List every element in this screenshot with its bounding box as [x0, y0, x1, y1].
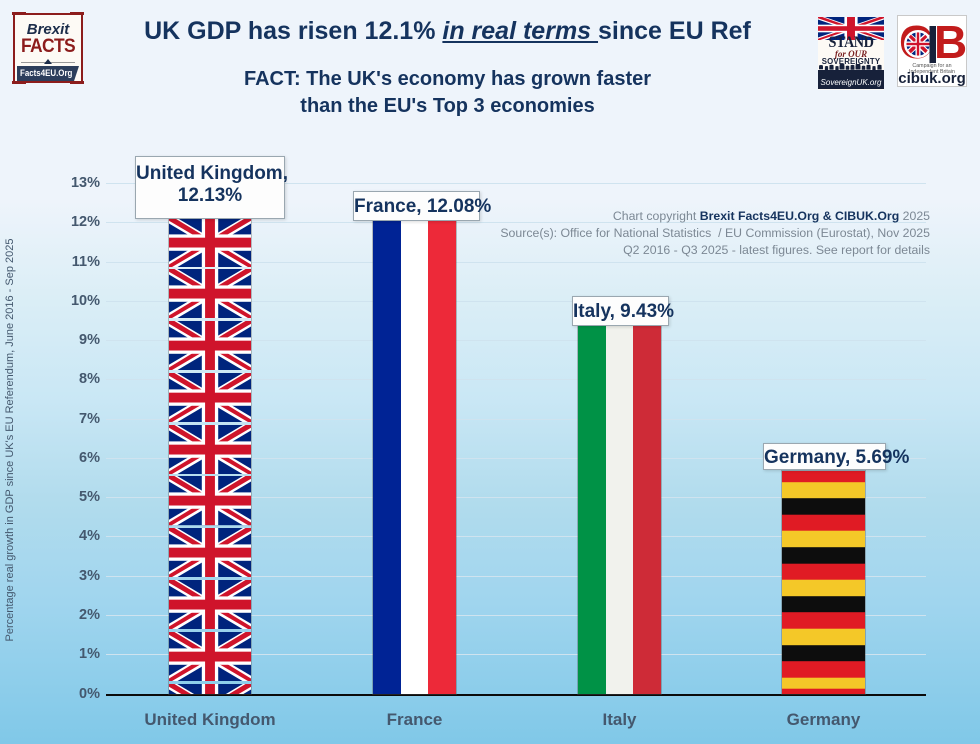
svg-text:B: B — [934, 21, 967, 67]
